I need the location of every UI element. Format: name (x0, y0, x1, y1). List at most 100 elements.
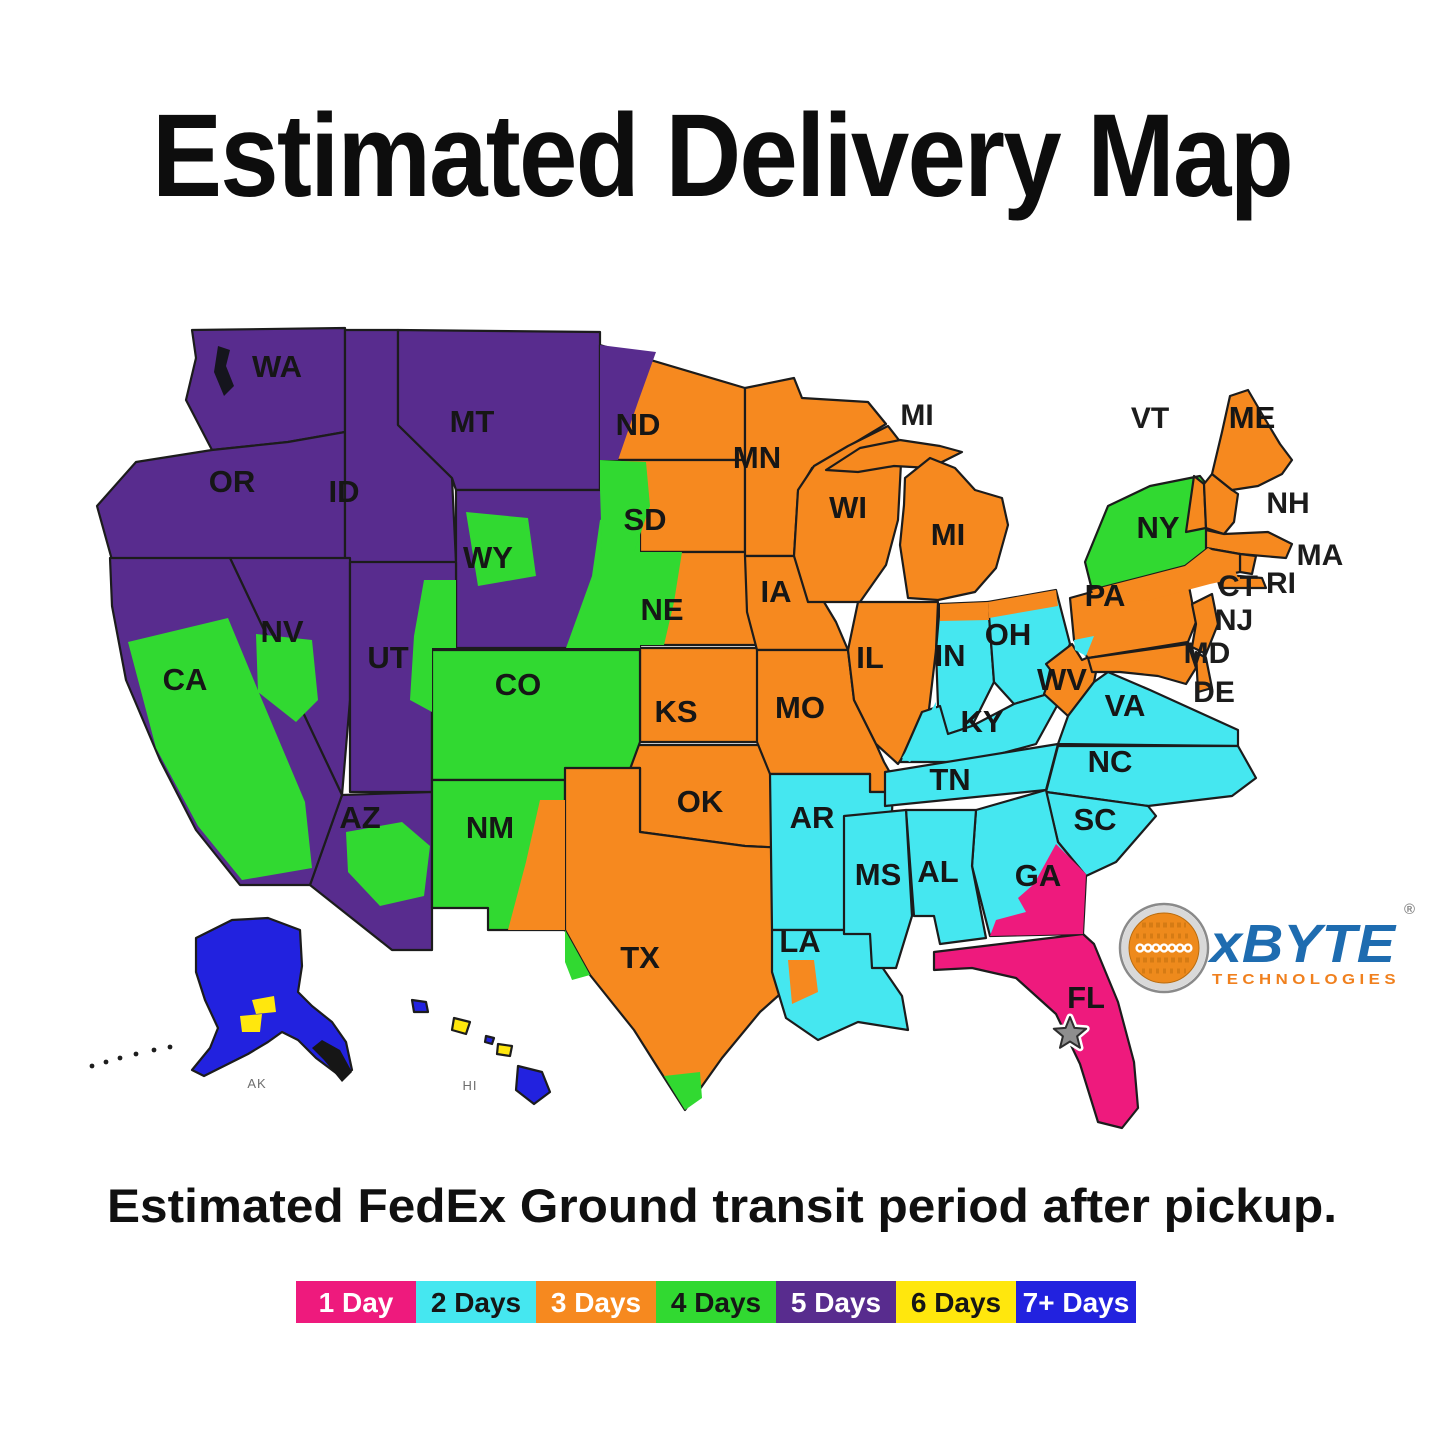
logo-disc (1128, 912, 1200, 984)
region-DE (1194, 650, 1214, 694)
state-label-MS: MS (855, 857, 902, 892)
region-MI (898, 456, 1010, 602)
subregion-LA_p (788, 960, 818, 1004)
subregion-SD_p (600, 460, 650, 552)
alaska-panhandle-detail (312, 1040, 352, 1082)
region-AL (904, 808, 988, 946)
logo-brand-text: xBYTE (1207, 914, 1397, 974)
subregion-PA_p (1074, 636, 1094, 656)
aleutian-islands (89, 1044, 173, 1069)
page-title: Estimated Delivery Map (152, 90, 1292, 222)
state-label-NJ: NJ (1215, 604, 1253, 637)
state-label-IL: IL (856, 640, 884, 675)
region-HI5 (514, 1064, 552, 1106)
region-VA (1056, 670, 1240, 748)
legend-label-5-days: 5 Days (791, 1287, 881, 1318)
state-label-ME: ME (1229, 400, 1276, 435)
state-label-ND: ND (616, 407, 661, 442)
subregion-NM_p (508, 800, 565, 930)
origin-star-icon (1050, 1013, 1090, 1052)
state-label-NV: NV (260, 614, 303, 649)
state-label-WV: WV (1037, 662, 1087, 697)
subregion-TX_p2 (565, 930, 590, 980)
legend-label-2-days: 2 Days (431, 1287, 521, 1318)
state-label-HIL: HI (463, 1078, 478, 1093)
legend-swatch-7-days (1016, 1281, 1136, 1323)
subregion-AK_p1 (252, 996, 276, 1014)
state-label-PA: PA (1085, 578, 1126, 613)
state-label-KS: KS (654, 694, 697, 729)
state-labels-layer: WA MT OR ID WY NV UT CA AZ NM CO ND SD NE KS OK TX MN IA MO… (163, 349, 1344, 1093)
subregion-AZ_p (346, 822, 430, 906)
legend-label-3-days: 3 Days (551, 1287, 641, 1318)
logo-binary-band (1135, 943, 1193, 953)
region-FL (932, 932, 1140, 1130)
legend-swatch-1-days (296, 1281, 416, 1323)
logo-ring-silver (1121, 905, 1207, 991)
state-label-VT: VT (1131, 402, 1169, 435)
state-label-AKL: AK (247, 1076, 266, 1091)
state-label-LA: LA (779, 924, 820, 959)
state-label-RI: RI (1266, 567, 1296, 600)
state-label-MI2: MI (900, 399, 933, 432)
state-label-UT: UT (367, 640, 408, 675)
map-caption: Estimated FedEx Ground transit period af… (107, 1179, 1337, 1232)
state-label-AL: AL (917, 854, 958, 889)
region-HI4 (495, 1042, 514, 1058)
logo-texture (1136, 922, 1192, 974)
state-label-VA: VA (1105, 688, 1146, 723)
state-label-GA: GA (1015, 858, 1062, 893)
xbyte-logo: xBYTE TECHNOLOGIES ® (1118, 901, 1415, 994)
transit-time-legend: 1 Day 2 Days 3 Days 4 Days 5 Days 6 Days 7+ Da… (296, 1281, 1136, 1323)
state-label-ID: ID (329, 474, 360, 509)
region-OR (95, 430, 347, 570)
state-label-MN: MN (733, 440, 781, 475)
region-TX (563, 766, 790, 1112)
state-label-NM: NM (466, 810, 514, 845)
region-IL (846, 600, 940, 766)
state-label-WY: WY (463, 540, 513, 575)
subregion-AK_p2 (240, 1014, 262, 1032)
state-label-MD: MD (1184, 637, 1231, 670)
region-HI3 (483, 1034, 496, 1046)
state-label-MO: MO (775, 690, 825, 725)
legend-label-1-days: 1 Day (319, 1287, 394, 1318)
state-label-NH: NH (1266, 487, 1309, 520)
subregion-ND_p (600, 345, 656, 460)
registered-mark: ® (1404, 901, 1415, 918)
region-WA (184, 326, 347, 452)
legend-swatch-4-days (656, 1281, 776, 1323)
subregion-OH_p (988, 590, 1058, 618)
subregion-CA_p (128, 618, 312, 880)
state-label-AZ: AZ (339, 800, 380, 835)
state-label-IA: IA (761, 574, 792, 609)
state-label-CT: CT (1218, 570, 1258, 603)
state-label-OR: OR (209, 464, 256, 499)
region-NJ (1190, 592, 1220, 656)
subregion-IN_p (940, 602, 989, 621)
legend-label-7-days: 7+ Days (1023, 1287, 1130, 1318)
legend-swatch-5-days (776, 1281, 896, 1323)
state-label-DE: DE (1193, 676, 1235, 709)
us-subregions-layer (128, 345, 1238, 1110)
logo-sub-text: TECHNOLOGIES (1212, 971, 1400, 988)
state-label-MA: MA (1297, 539, 1344, 572)
state-label-OH: OH (985, 617, 1032, 652)
state-label-TX: TX (620, 940, 660, 975)
region-MS (842, 808, 914, 970)
subregion-NE_p (640, 552, 682, 645)
region-HI2 (450, 1016, 472, 1036)
state-label-OK: OK (677, 784, 724, 819)
state-label-WI: WI (829, 490, 867, 525)
coastline-details (89, 346, 352, 1082)
state-label-WA: WA (252, 349, 302, 384)
state-label-NE: NE (640, 592, 683, 627)
subregion-NV_p (256, 634, 318, 722)
subregion-NY_p (1092, 548, 1238, 604)
subregion-IL_p (902, 702, 936, 762)
subregion-GA_p (990, 844, 1086, 936)
region-CO (430, 648, 642, 782)
legend-label-6-days: 6 Days (911, 1287, 1001, 1318)
